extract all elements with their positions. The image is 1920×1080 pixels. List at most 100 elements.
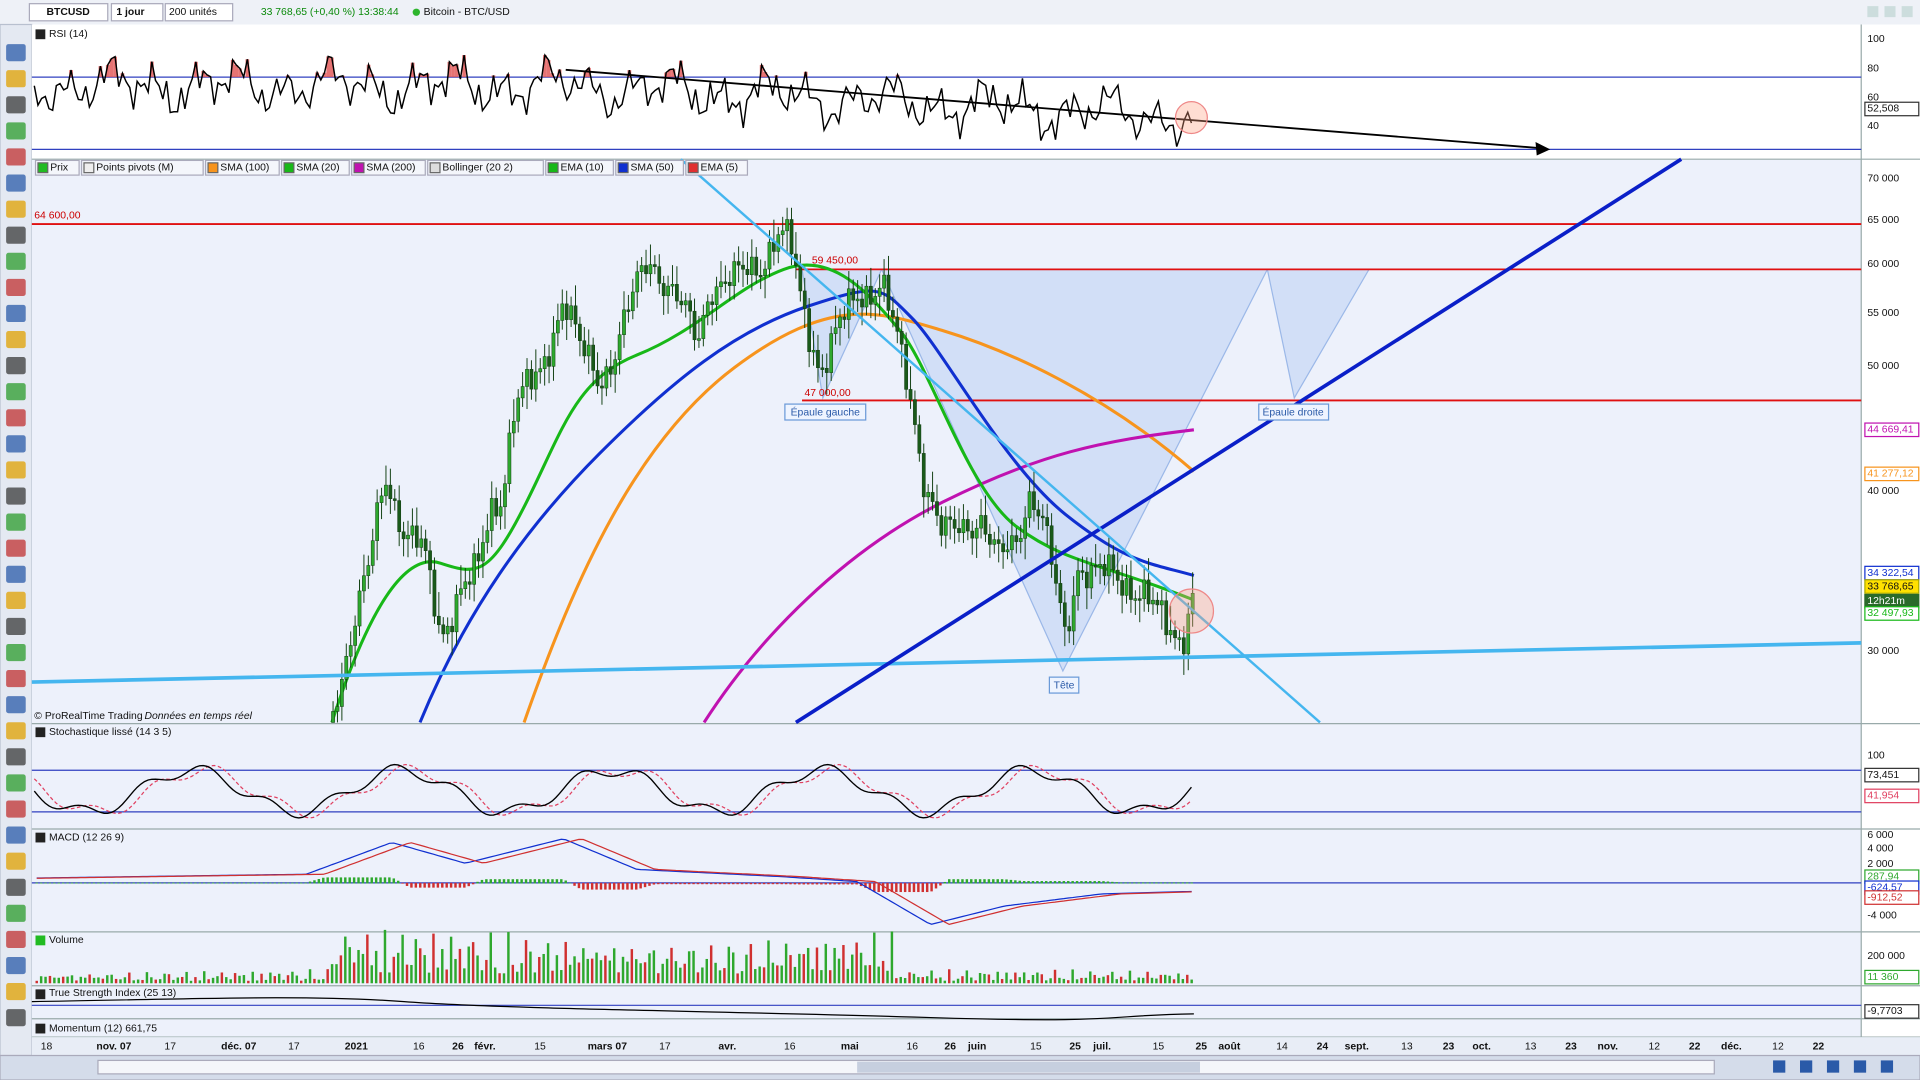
tool-button[interactable] xyxy=(6,774,26,792)
candle xyxy=(785,219,789,232)
tool-button[interactable] xyxy=(6,226,26,244)
y-axis-label: 50 000 xyxy=(1867,361,1899,372)
candle xyxy=(357,590,362,627)
macd-histogram xyxy=(1014,880,1017,884)
undo[interactable] xyxy=(1773,1060,1786,1073)
tool-button[interactable] xyxy=(6,148,26,166)
tool-button[interactable] xyxy=(6,904,26,922)
candle xyxy=(710,301,714,305)
x-axis-label: 16 xyxy=(784,1042,796,1053)
macd-histogram xyxy=(255,882,259,884)
units-box[interactable] xyxy=(164,3,234,22)
volume-bar xyxy=(1102,976,1105,984)
volume-bar xyxy=(771,962,775,984)
volume-bar xyxy=(859,952,863,984)
x-axis-label: 17 xyxy=(659,1042,671,1053)
minimize[interactable] xyxy=(1867,6,1879,18)
x-axis-label: juil. xyxy=(1092,1042,1111,1053)
macd-histogram xyxy=(824,882,828,885)
macd-histogram xyxy=(806,882,810,885)
tool-button[interactable] xyxy=(6,487,26,505)
tool-button[interactable] xyxy=(6,278,26,296)
macd-histogram xyxy=(696,882,700,885)
candle xyxy=(432,569,437,617)
tool-button[interactable] xyxy=(6,670,26,688)
scroll-thumb[interactable] xyxy=(857,1061,1200,1073)
rsi-overbought xyxy=(245,59,250,78)
tool-button[interactable] xyxy=(6,643,26,662)
tool-button[interactable] xyxy=(6,70,26,88)
macd-histogram xyxy=(568,882,572,884)
tool-button[interactable] xyxy=(6,174,26,192)
volume-bar xyxy=(66,976,69,984)
tool-button[interactable] xyxy=(6,956,26,975)
tool-button[interactable] xyxy=(6,930,26,948)
close[interactable] xyxy=(1901,6,1913,18)
candle xyxy=(476,553,481,562)
tool-button[interactable] xyxy=(6,357,26,375)
volume-bar xyxy=(1181,978,1185,984)
tool-button[interactable] xyxy=(6,748,26,766)
tool-button[interactable] xyxy=(6,44,26,62)
candle xyxy=(996,539,1001,544)
tool-button[interactable] xyxy=(6,513,26,531)
tool-button[interactable] xyxy=(6,983,26,1001)
tool-button[interactable] xyxy=(6,435,26,453)
zoom[interactable] xyxy=(1826,1060,1840,1073)
x-axis-label: 25 xyxy=(1069,1042,1081,1053)
tool-button[interactable] xyxy=(6,1009,26,1027)
tool-button[interactable] xyxy=(6,304,26,323)
x-axis-label: avr. xyxy=(718,1042,736,1053)
tool-button[interactable] xyxy=(6,330,26,349)
candle xyxy=(1049,525,1054,565)
volume-bar xyxy=(604,955,607,984)
tool-button[interactable] xyxy=(6,800,26,818)
zoom-in[interactable] xyxy=(1853,1060,1867,1073)
macd-histogram xyxy=(295,882,299,884)
tool-button[interactable] xyxy=(6,591,26,609)
volume-bar xyxy=(516,971,519,984)
zoom-out[interactable] xyxy=(1880,1060,1894,1073)
legend-swatch xyxy=(35,989,46,1000)
macd-histogram xyxy=(154,882,157,884)
tool-button[interactable] xyxy=(6,722,26,740)
tool-button[interactable] xyxy=(6,565,26,583)
tool-button[interactable] xyxy=(6,826,26,844)
candle xyxy=(798,265,803,292)
volume-bar xyxy=(114,978,118,984)
macd-histogram xyxy=(344,877,347,884)
legend-item xyxy=(427,159,544,176)
tool-button[interactable] xyxy=(6,539,26,557)
tool-button[interactable] xyxy=(6,409,26,427)
tool-button[interactable] xyxy=(6,696,26,714)
rsi-overbought xyxy=(546,60,551,78)
tool-button[interactable] xyxy=(6,461,26,479)
volume-bar xyxy=(820,970,823,984)
volume-bar xyxy=(546,943,550,984)
volume-label: Volume xyxy=(49,935,84,946)
tool-button[interactable] xyxy=(6,383,26,401)
redo[interactable] xyxy=(1800,1060,1813,1073)
annotation-box xyxy=(1258,403,1330,421)
x-axis-label: 15 xyxy=(1030,1042,1042,1053)
maximize[interactable] xyxy=(1884,6,1896,18)
tool-button[interactable] xyxy=(6,96,26,114)
legend-item xyxy=(615,159,684,176)
volume-bar xyxy=(1031,975,1035,984)
tool-button[interactable] xyxy=(6,252,26,270)
symbol-box[interactable] xyxy=(28,3,109,22)
tool-button[interactable] xyxy=(6,617,26,636)
tool-button[interactable] xyxy=(6,852,26,870)
candle xyxy=(657,266,662,284)
period-box[interactable] xyxy=(110,3,164,22)
macd-histogram xyxy=(873,882,876,892)
candle xyxy=(437,615,441,626)
candle xyxy=(1098,564,1102,567)
macd-histogram xyxy=(533,879,537,884)
rsi-overbought xyxy=(557,69,562,78)
tool-button[interactable] xyxy=(6,200,26,218)
macd-histogram xyxy=(1027,881,1030,884)
tool-button[interactable] xyxy=(6,878,26,896)
macd-histogram xyxy=(1128,882,1132,884)
tool-button[interactable] xyxy=(6,122,26,140)
